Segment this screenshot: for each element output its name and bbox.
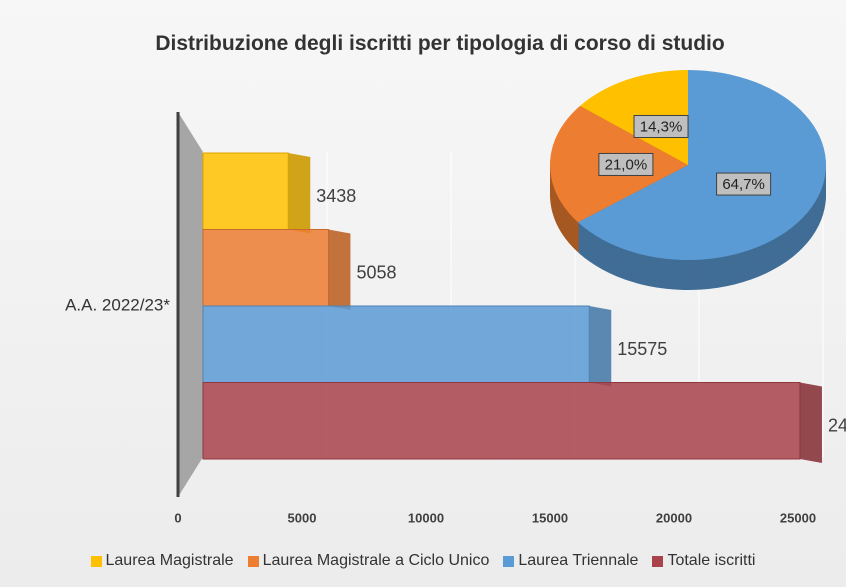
data-label: 24071 bbox=[828, 416, 846, 436]
x-tick-label: 20000 bbox=[656, 510, 692, 525]
bar-side bbox=[589, 306, 612, 387]
legend-item: Totale iscritti bbox=[652, 552, 755, 570]
y-tick-label: A.A. 2022/23* bbox=[65, 295, 170, 314]
label-box bbox=[716, 172, 772, 196]
pie-slice bbox=[577, 70, 826, 260]
legend-label: Laurea Magistrale bbox=[105, 552, 234, 569]
x-tick-label: 15000 bbox=[532, 510, 568, 525]
x-tick-label: 0 bbox=[174, 510, 181, 525]
legend-swatch bbox=[503, 555, 515, 567]
label-box bbox=[633, 114, 689, 138]
axis-wall bbox=[178, 112, 203, 497]
bar bbox=[202, 305, 590, 383]
data-label: 64,7% bbox=[722, 176, 765, 193]
legend-swatch bbox=[90, 555, 102, 567]
bar-side bbox=[288, 153, 311, 234]
bar-side bbox=[328, 229, 351, 310]
legend: Laurea Magistrale Laurea Magistrale a Cic… bbox=[0, 552, 846, 570]
legend-item: Laurea Triennale bbox=[503, 552, 638, 570]
x-tick-label: 10000 bbox=[408, 510, 444, 525]
bar bbox=[202, 382, 801, 460]
bar bbox=[202, 229, 329, 307]
legend-swatch bbox=[652, 555, 664, 567]
data-label: 14,3% bbox=[640, 118, 683, 135]
legend-item: Laurea Magistrale bbox=[90, 552, 234, 570]
legend-label: Totale iscritti bbox=[667, 552, 756, 569]
data-label: 21,0% bbox=[605, 156, 648, 173]
legend-label: Laurea Magistrale a Ciclo Unico bbox=[262, 552, 490, 569]
chart-title: Distribuzione degli iscritti per tipolog… bbox=[155, 32, 725, 55]
bar-side bbox=[799, 382, 822, 463]
legend-label: Laurea Triennale bbox=[518, 552, 639, 569]
label-box bbox=[598, 152, 654, 176]
data-label: 15575 bbox=[617, 339, 667, 359]
x-tick-label: 5000 bbox=[288, 510, 317, 525]
data-label: 5058 bbox=[356, 263, 396, 283]
legend-item: Laurea Magistrale a Ciclo Unico bbox=[247, 552, 490, 570]
legend-swatch bbox=[247, 555, 259, 567]
x-tick-label: 25000 bbox=[780, 510, 816, 525]
bar bbox=[202, 152, 289, 230]
data-label: 3438 bbox=[316, 186, 356, 206]
